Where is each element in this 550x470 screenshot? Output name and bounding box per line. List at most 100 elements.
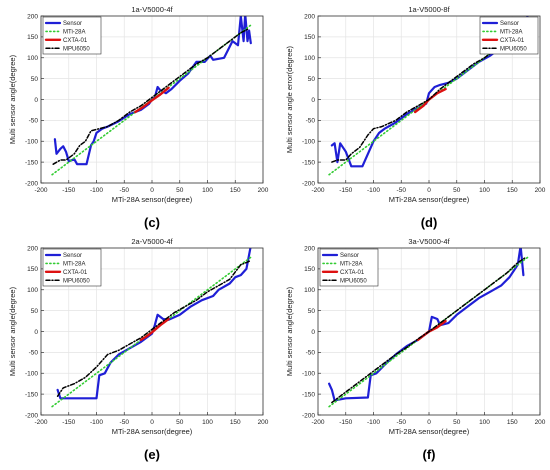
x-tick-label: 150 bbox=[230, 187, 241, 194]
panel-label: (e) bbox=[144, 447, 160, 462]
y-tick-label: 200 bbox=[304, 13, 315, 20]
x-tick-label: -200 bbox=[34, 187, 47, 194]
legend-label-mti-28a: MTi-28A bbox=[63, 262, 85, 268]
chart-panel-2: -200 -150 -100 -50 0 50 100 150 200 -200 -150 -100 -… bbox=[285, 5, 546, 230]
x-tick-label: 50 bbox=[176, 187, 184, 194]
x-tick-label: -200 bbox=[311, 419, 324, 426]
x-tick-label: 100 bbox=[479, 187, 490, 194]
series-line-sensor bbox=[328, 248, 525, 402]
y-tick-label: -150 bbox=[25, 159, 38, 166]
x-tick-label: -150 bbox=[339, 187, 352, 194]
x-tick-label: -100 bbox=[90, 419, 103, 426]
legend-label-sensor: Sensor bbox=[500, 21, 519, 27]
y-tick-label: 100 bbox=[27, 287, 38, 294]
y-tick-label: 50 bbox=[31, 76, 39, 83]
x-tick-label: 100 bbox=[479, 419, 490, 426]
x-tick-label: 200 bbox=[258, 419, 269, 426]
y-tick-label: -150 bbox=[302, 391, 315, 398]
y-tick-label: -200 bbox=[25, 412, 38, 419]
legend-label-mpu6050: MPU6050 bbox=[500, 46, 527, 52]
legend: Sensor MTi-28A CXTA-01 MPU6050 bbox=[42, 248, 102, 287]
y-tick-label: 200 bbox=[304, 245, 315, 252]
x-axis-label: MTi-28A sensor(degree) bbox=[112, 195, 193, 204]
y-tick-label: 0 bbox=[311, 97, 315, 104]
y-tick-label: -50 bbox=[29, 350, 39, 357]
chart-title: 1a-V5000-4f bbox=[131, 5, 173, 14]
y-tick-label: -200 bbox=[25, 180, 38, 187]
y-tick-label: 100 bbox=[304, 287, 315, 294]
y-tick-label: -200 bbox=[302, 412, 315, 419]
legend-label-mpu6050: MPU6050 bbox=[63, 278, 90, 284]
y-tick-label: -200 bbox=[302, 180, 315, 187]
chart-panel-4: -200 -150 -100 -50 0 50 100 150 200 -200 -150 -100 -… bbox=[285, 237, 546, 462]
panel-label: (f) bbox=[423, 447, 436, 462]
x-tick-label: -200 bbox=[311, 187, 324, 194]
x-tick-label: -150 bbox=[339, 419, 352, 426]
x-axis-label: MTi-28A sensor(degree) bbox=[389, 427, 470, 436]
y-axis-label: Multi sensor angle(degree) bbox=[285, 286, 294, 376]
panel-label: (c) bbox=[144, 215, 160, 230]
legend-label-sensor: Sensor bbox=[63, 253, 82, 259]
legend-label-mti-28a: MTi-28A bbox=[340, 262, 362, 268]
x-tick-label: 0 bbox=[427, 187, 431, 194]
y-tick-label: 150 bbox=[304, 34, 315, 41]
series-line-mpu6050 bbox=[56, 259, 252, 397]
x-tick-label: 200 bbox=[535, 187, 546, 194]
panel-label: (d) bbox=[421, 215, 438, 230]
x-tick-label: 100 bbox=[202, 187, 213, 194]
chart-title: 2a-V5000-4f bbox=[131, 237, 173, 246]
legend: Sensor MTi-28A CXTA-01 MPU6050 bbox=[319, 248, 379, 287]
legend-label-mpu6050: MPU6050 bbox=[63, 46, 90, 52]
x-tick-label: 50 bbox=[453, 419, 461, 426]
x-tick-label: -50 bbox=[120, 419, 130, 426]
chart-title: 3a-V5000-4f bbox=[408, 237, 450, 246]
chart-panel-3: -200 -150 -100 -50 0 50 100 150 200 -200 -150 -100 -… bbox=[8, 237, 269, 462]
legend-label-mti-28a: MTi-28A bbox=[500, 30, 522, 36]
y-tick-label: -100 bbox=[302, 371, 315, 378]
legend-label-cxta-01: CXTA-01 bbox=[63, 38, 88, 44]
x-tick-label: -50 bbox=[397, 187, 407, 194]
y-tick-label: 200 bbox=[27, 245, 38, 252]
legend-label-sensor: Sensor bbox=[63, 21, 82, 27]
legend-label-sensor: Sensor bbox=[340, 253, 359, 259]
legend-label-cxta-01: CXTA-01 bbox=[500, 38, 525, 44]
y-tick-label: 50 bbox=[308, 76, 316, 83]
y-tick-label: 50 bbox=[308, 308, 316, 315]
legend: Sensor MTi-28A CXTA-01 MPU6050 bbox=[479, 16, 539, 55]
series-line-mpu6050 bbox=[52, 27, 250, 165]
y-tick-label: -50 bbox=[306, 350, 316, 357]
x-tick-label: -100 bbox=[90, 187, 103, 194]
series-line-cxta-01 bbox=[139, 317, 170, 342]
x-tick-label: 50 bbox=[453, 187, 461, 194]
chart-title: 1a-V5000-8f bbox=[408, 5, 450, 14]
legend-label-mpu6050: MPU6050 bbox=[340, 278, 367, 284]
y-tick-label: -150 bbox=[302, 159, 315, 166]
x-tick-label: -200 bbox=[34, 419, 47, 426]
x-axis-label: MTi-28A sensor(degree) bbox=[389, 195, 470, 204]
x-tick-label: 200 bbox=[535, 419, 546, 426]
x-tick-label: 0 bbox=[427, 419, 431, 426]
y-tick-label: 150 bbox=[27, 266, 38, 273]
series-line-sensor bbox=[56, 248, 252, 400]
y-tick-label: 150 bbox=[304, 266, 315, 273]
x-tick-label: 100 bbox=[202, 419, 213, 426]
x-tick-label: 0 bbox=[150, 187, 154, 194]
y-tick-label: 100 bbox=[27, 55, 38, 62]
y-tick-label: -150 bbox=[25, 391, 38, 398]
y-tick-label: 100 bbox=[304, 55, 315, 62]
series-line-cxta-01 bbox=[134, 86, 170, 114]
x-tick-label: -100 bbox=[367, 419, 380, 426]
legend-label-cxta-01: CXTA-01 bbox=[63, 270, 88, 276]
x-tick-label: -100 bbox=[367, 187, 380, 194]
y-tick-label: -50 bbox=[29, 118, 39, 125]
x-tick-label: 50 bbox=[176, 419, 184, 426]
x-tick-label: -50 bbox=[120, 187, 130, 194]
y-tick-label: -100 bbox=[302, 139, 315, 146]
y-axis-label: Multi sensor angle error(degree) bbox=[285, 45, 294, 153]
x-tick-label: -150 bbox=[62, 187, 75, 194]
y-axis-label: Multi sensor angle(degree) bbox=[8, 54, 17, 144]
x-tick-label: -50 bbox=[397, 419, 407, 426]
x-tick-label: 150 bbox=[507, 419, 518, 426]
y-tick-label: 0 bbox=[34, 97, 38, 104]
